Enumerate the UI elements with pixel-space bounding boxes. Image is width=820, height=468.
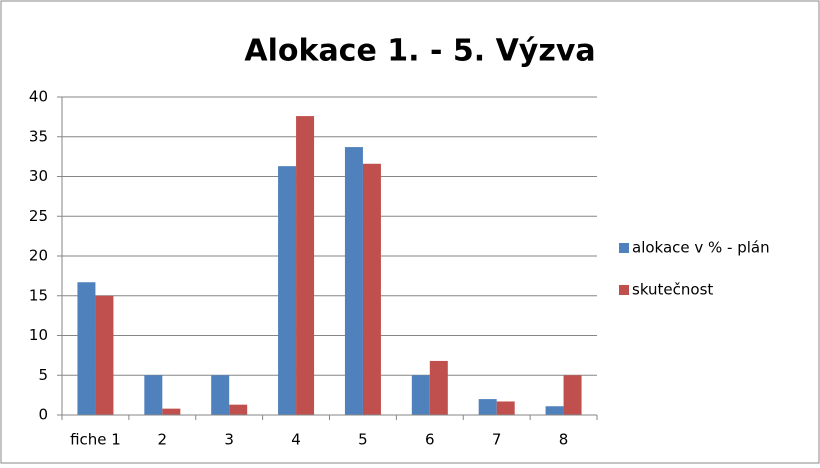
bar bbox=[344, 147, 363, 415]
x-tick-label: 5 bbox=[358, 431, 368, 449]
x-tick-label: 7 bbox=[492, 431, 502, 449]
legend-label: skutečnost bbox=[632, 281, 713, 299]
y-tick-label: 40 bbox=[29, 88, 48, 106]
bar bbox=[144, 375, 163, 415]
bar bbox=[296, 116, 315, 415]
legend-label: alokace v % - plán bbox=[632, 239, 770, 257]
legend-swatch bbox=[619, 285, 629, 295]
y-tick-label: 15 bbox=[29, 286, 48, 304]
bar bbox=[229, 404, 248, 415]
bar bbox=[478, 399, 497, 415]
bar bbox=[496, 401, 515, 415]
x-tick-label: 6 bbox=[425, 431, 435, 449]
bar bbox=[278, 166, 297, 415]
x-tick-label: 4 bbox=[291, 431, 301, 449]
y-tick-label: 25 bbox=[29, 207, 48, 225]
x-tick-label: 2 bbox=[158, 431, 168, 449]
bar bbox=[411, 375, 430, 415]
y-tick-label: 35 bbox=[29, 127, 48, 145]
y-tick-label: 5 bbox=[38, 366, 48, 384]
bar bbox=[563, 375, 582, 415]
y-tick-label: 30 bbox=[29, 167, 48, 185]
y-tick-label: 10 bbox=[29, 326, 48, 344]
x-tick-label: 3 bbox=[224, 431, 234, 449]
bar bbox=[429, 360, 448, 415]
y-tick-label: 20 bbox=[29, 247, 48, 265]
x-tick-label: 8 bbox=[559, 431, 569, 449]
bar bbox=[77, 282, 96, 415]
legend-swatch bbox=[619, 243, 629, 253]
bar bbox=[362, 163, 381, 415]
x-tick-label: fiche 1 bbox=[70, 431, 121, 449]
chart-title: Alokace 1. - 5. Výzva bbox=[244, 34, 595, 69]
bar bbox=[211, 375, 230, 415]
bar bbox=[95, 295, 114, 415]
bar bbox=[162, 408, 181, 415]
bar bbox=[545, 406, 564, 415]
y-tick-label: 0 bbox=[38, 406, 48, 424]
